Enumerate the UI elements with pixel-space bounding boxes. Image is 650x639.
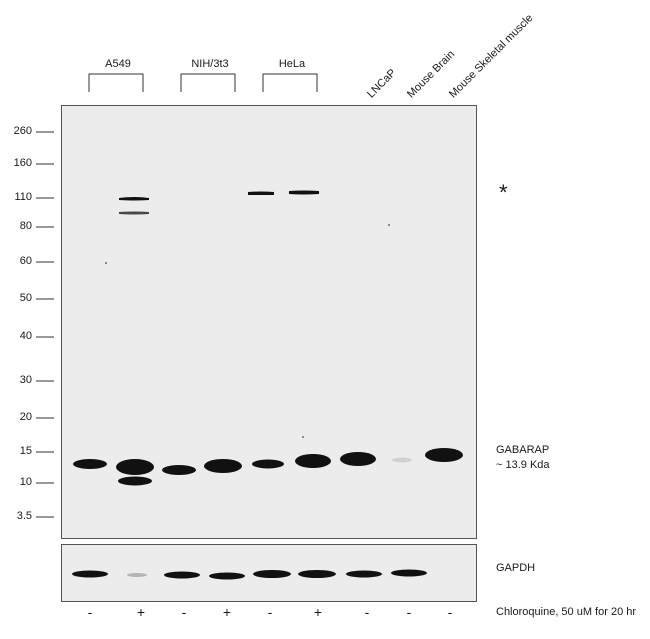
band-hela-minus-high [248,191,274,195]
main-blot-bands [73,190,463,486]
treatment-sign-lane-6: + [313,604,323,620]
band-nih3t3-plus-gabarap [204,459,242,473]
gapdh-band-1 [72,570,108,578]
mw-marker-60: 60 [19,255,32,267]
treatment-sign-lane-4: + [222,604,232,620]
group-label-nih3t3: NIH/3t3 [191,58,229,70]
band-mouse-skeletal-muscle-gabarap [425,448,463,462]
gapdh-band-7 [346,570,382,578]
mw-marker-40: 40 [19,330,32,342]
mw-marker-10: 10 [19,476,32,488]
mw-marker-80: 80 [19,220,32,232]
speck [105,262,107,264]
mw-marker-20: 20 [19,411,32,423]
mw-marker-50: 50 [19,292,32,304]
band-a549-plus-high2 [119,211,149,215]
speck [388,224,390,226]
asterisk-nonspecific: * [499,180,508,205]
mw-marker-160: 160 [13,157,32,169]
gapdh-band-3 [164,571,200,579]
treatment-sign-lane-5: - [267,604,273,620]
target-label: GABARAP [496,444,550,456]
treatment-sign-lane-1: - [87,604,93,620]
gapdh-band-6 [298,570,336,578]
mw-marker-260: 260 [13,125,32,137]
band-mouse-brain-gabarap [392,457,412,463]
band-nih3t3-minus-gabarap [162,465,196,475]
treatment-sign-lane-8: - [406,604,412,620]
group-label-a549: A549 [105,58,131,70]
mw-marker-30: 30 [19,374,32,386]
band-hela-plus-high [289,190,319,195]
treatment-label: Chloroquine, 50 uM for 20 hr [496,606,637,618]
band-a549-plus-gabarap [116,459,154,475]
band-a549-plus-high [119,197,149,201]
gapdh-band-2 [127,573,147,577]
treatment-sign-lane-2: + [136,604,146,620]
band-hela-plus-gabarap [295,454,331,468]
band-a549-plus-gabarap-lower [118,476,152,486]
group-label-hela: HeLa [278,58,306,70]
band-a549-minus-gabarap [73,459,107,469]
gapdh-band-8 [391,569,427,577]
gapdh-band-4 [209,572,245,580]
band-lncap-gabarap [340,452,376,466]
target-size: ~ 13.9 Kda [496,459,550,471]
treatment-sign-lane-7: - [364,604,370,620]
treatment-sign-lane-3: - [181,604,187,620]
speck [302,436,304,438]
mw-marker-3-5: 3.5 [16,510,32,522]
treatment-sign-lane-9: - [447,604,453,620]
gapdh-label: GAPDH [496,562,536,574]
gapdh-blot-bands [72,569,427,580]
mw-marker-15: 15 [19,445,32,457]
mw-marker-110: 110 [14,191,32,203]
gapdh-band-5 [253,570,291,578]
band-hela-minus-gabarap [252,459,284,469]
